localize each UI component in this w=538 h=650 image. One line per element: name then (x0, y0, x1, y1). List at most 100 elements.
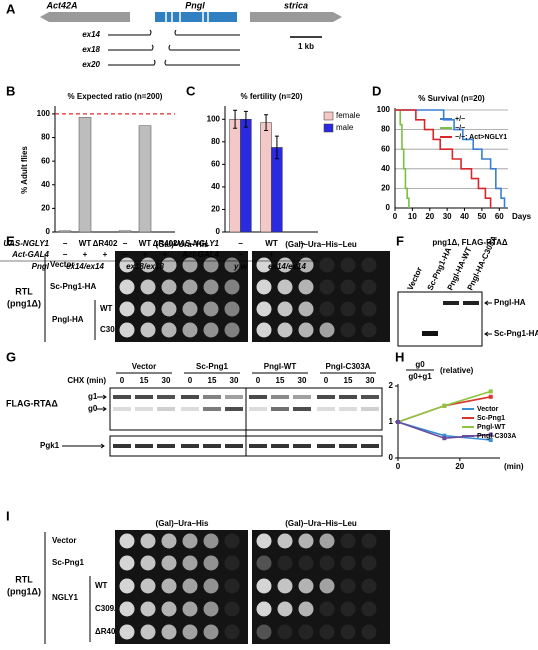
legend-label: +/− (455, 116, 465, 123)
band (361, 444, 379, 448)
lane-label: Vector (406, 266, 424, 292)
colony-spot (224, 533, 240, 549)
band (317, 407, 335, 411)
row-label: UAS-NGLY1 (3, 239, 49, 248)
colony-spot (277, 279, 293, 295)
colony-spot (298, 555, 314, 571)
colony-spot (140, 601, 156, 617)
colony-spot (140, 533, 156, 549)
band (293, 444, 311, 448)
panel-letter: A (6, 1, 16, 16)
bar (271, 147, 283, 233)
axis (54, 106, 175, 233)
band (293, 395, 311, 399)
group-label: NGLY1 (52, 593, 78, 602)
colony-spot (224, 601, 240, 617)
colony-spot (140, 555, 156, 571)
x-tick-label: 50 (477, 212, 486, 221)
y-tick-label: 20 (211, 205, 220, 214)
colony-spot (203, 279, 219, 295)
y-tick-label: 1 (389, 417, 394, 426)
colony-spot (182, 301, 198, 317)
colony-spot (224, 279, 240, 295)
band (135, 395, 153, 399)
category-label: WT (265, 239, 278, 248)
colony-spot (119, 578, 135, 594)
y-tick-label: 2 (389, 381, 394, 390)
band (157, 407, 175, 411)
y-tick-label: 0 (46, 227, 51, 236)
colony-spot (361, 322, 377, 338)
legend-label: Vector (477, 406, 499, 413)
colony-spot (298, 301, 314, 317)
colony-spot (277, 555, 293, 571)
legend-label: female (336, 111, 361, 120)
colony-spot (203, 257, 219, 273)
colony-spot (119, 624, 135, 640)
band (339, 444, 357, 448)
colony-spot (161, 578, 177, 594)
band (463, 301, 479, 305)
band (225, 407, 243, 411)
point (488, 438, 493, 442)
time-label: 30 (162, 376, 171, 385)
legend-label: −/−; Act>NGLY1 (455, 134, 507, 141)
gene-label: Pngl (185, 0, 205, 10)
band (157, 395, 175, 399)
category-label: WT (79, 239, 92, 248)
axis (394, 108, 508, 209)
error-bar (274, 135, 279, 160)
time-label: 15 (276, 376, 285, 385)
band (361, 407, 379, 411)
band (443, 301, 459, 305)
scale-label: 1 kb (298, 42, 314, 51)
colony-spot (182, 257, 198, 273)
panel-letter: H (395, 349, 404, 364)
axis (224, 106, 318, 233)
bracket (44, 532, 91, 644)
bar (260, 122, 272, 233)
loading-label: Pgk1 (40, 441, 60, 450)
x-tick-label: 40 (460, 212, 469, 221)
row-label: Sc-Png1-HA (50, 282, 96, 291)
group-label: ex14/ex14 (66, 262, 104, 271)
band (339, 407, 357, 411)
colony-spot (256, 578, 272, 594)
band (157, 444, 175, 448)
colony-spot (298, 322, 314, 338)
band (135, 444, 153, 448)
colony-spot (277, 624, 293, 640)
colony-spot (277, 533, 293, 549)
panel-letter: F (396, 233, 404, 248)
strain-label: RTL (15, 574, 33, 584)
colony-spot (319, 578, 335, 594)
panel-letter: D (372, 83, 381, 98)
band (339, 395, 357, 399)
colony-spot (256, 533, 272, 549)
gene-label: Act42A (45, 0, 77, 10)
colony-spot (340, 578, 356, 594)
colony-spot (256, 279, 272, 295)
allele-label: ex18 (82, 45, 100, 54)
x-tick-label: 20 (425, 212, 434, 221)
colony-spot (298, 578, 314, 594)
group-label: ex14/ex14 (268, 262, 306, 271)
legend-label: Pngl-C303A (477, 433, 516, 440)
blot (397, 291, 483, 347)
colony-spot (340, 322, 356, 338)
row-label: Vector (52, 536, 76, 545)
band (181, 395, 199, 399)
colony-spot (256, 555, 272, 571)
band (249, 407, 267, 411)
deletion-map (108, 29, 240, 66)
row-label: Sc-Png1 (52, 558, 85, 567)
panel-letter: E (6, 233, 15, 248)
exon-boundary (165, 12, 209, 22)
time-label: 15 (208, 376, 217, 385)
band (113, 395, 131, 399)
row-value: + (143, 250, 148, 259)
medium-label: (Gal)–Ura–His–Leu (285, 240, 357, 249)
colony-spot (182, 533, 198, 549)
form-label: g0 (88, 404, 98, 413)
row-label: Vector (50, 260, 74, 269)
